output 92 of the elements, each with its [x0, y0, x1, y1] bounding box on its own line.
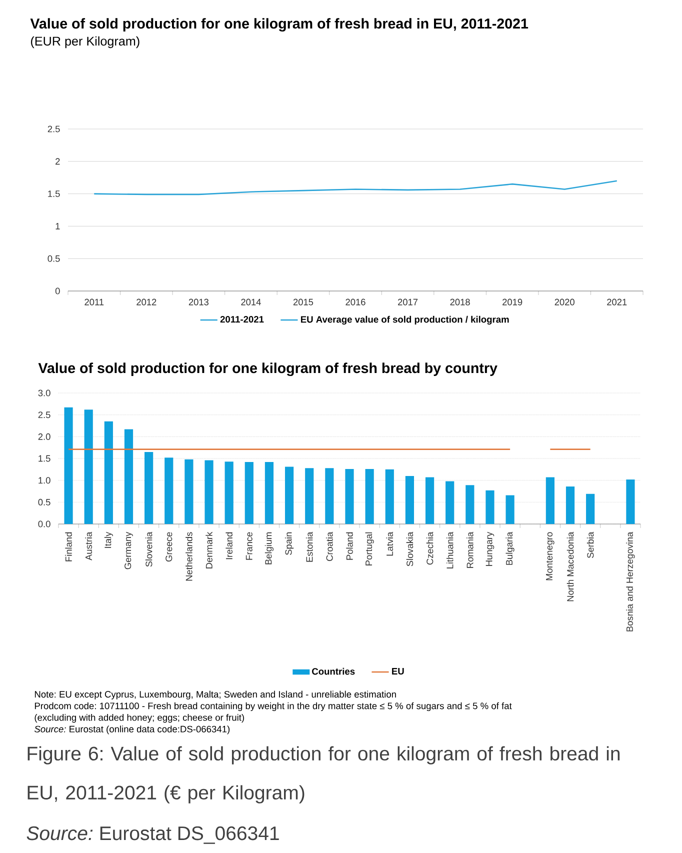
x-tick-label: 2013	[188, 298, 209, 306]
y-tick-label: 1.0	[38, 477, 50, 484]
text: (excluding with added honey; eggs; cheese or fruit)	[34, 714, 244, 723]
y-tick-label: 0	[55, 288, 60, 294]
x-tick-label: 2019	[502, 298, 522, 306]
x-tick-label: Bosnia and Herzegovina	[626, 532, 635, 632]
x-tick-label: Italy	[104, 532, 113, 548]
bar	[405, 476, 414, 524]
x-tick-label: Lithuania	[446, 532, 454, 568]
bar	[224, 462, 234, 524]
x-tick-label: Romania	[466, 532, 474, 568]
bar	[64, 407, 73, 524]
legend-label: EU	[392, 668, 404, 675]
x-tick-label: Slovenia	[145, 532, 152, 567]
bar	[586, 494, 595, 524]
bar	[466, 485, 474, 524]
bar	[425, 477, 434, 524]
bar	[506, 495, 514, 524]
x-tick-label: Montenegro	[546, 532, 554, 580]
bar	[345, 468, 354, 524]
x-tick-label: Serbia	[586, 532, 594, 558]
bar	[566, 486, 575, 524]
x-tick-label: Spain	[285, 532, 294, 555]
x-tick-label: 2012	[136, 298, 156, 306]
x-tick-label: Slovakia	[406, 532, 414, 566]
y-tick-label: 1	[56, 223, 60, 230]
x-tick-label: Netherlands	[186, 532, 192, 581]
legend-label: Countries	[312, 668, 355, 675]
y-tick-label: 2.5	[48, 126, 60, 132]
chart-subtitle: (EUR per Kilogram)	[30, 36, 140, 48]
bar	[365, 468, 374, 524]
bar	[244, 462, 254, 524]
x-tick-label: Finland	[65, 532, 72, 562]
x-tick-label: Portugal	[365, 532, 374, 566]
y-tick-label: 3.0	[38, 390, 50, 396]
x-tick-label: Germany	[124, 532, 133, 570]
bar	[325, 468, 334, 524]
bar	[124, 429, 134, 524]
x-tick-label: Czechia	[426, 532, 434, 565]
x-tick-label: Greece	[166, 532, 172, 562]
bar	[104, 421, 113, 524]
bar	[204, 460, 214, 524]
x-tick-label: 2020	[554, 298, 574, 306]
x-tick-label: 2015	[293, 298, 314, 306]
x-tick-label: Denmark	[206, 532, 212, 568]
chart-title: Value of sold production for one kilogram of fresh bread in EU, 2011-2021	[30, 18, 528, 32]
bar	[264, 462, 274, 524]
line-series	[93, 180, 618, 196]
x-tick-label: North Macedonia	[566, 532, 574, 602]
x-tick-label: Hungary	[486, 532, 494, 566]
y-tick-label: 2	[56, 158, 60, 165]
y-tick-label: 0.5	[38, 498, 50, 506]
bar	[446, 481, 454, 524]
bar	[184, 459, 194, 524]
x-tick-label: Poland	[346, 532, 353, 560]
x-tick-label: 2016	[346, 298, 366, 306]
bar	[84, 410, 93, 524]
text: Source: Eurostat DS_066341	[26, 826, 279, 844]
bar	[164, 458, 174, 524]
x-tick-label: 2011	[84, 298, 104, 306]
x-tick-label: Estonia	[306, 532, 313, 562]
x-tick-label: Ireland	[226, 532, 232, 560]
y-tick-label: 0.5	[48, 255, 60, 262]
y-tick-label: 1.5	[38, 455, 50, 462]
caption: Figure 6: Value of sold production for one kilogram of fresh bread in EU, 2011-2021 (€ per Kilogram)	[28, 746, 620, 804]
x-tick-label: Bulgaria	[506, 532, 514, 565]
x-tick-label: 2018	[450, 298, 470, 306]
x-tick-label: Belgium	[264, 532, 274, 564]
bar	[305, 468, 314, 524]
x-tick-label: 2014	[241, 298, 261, 306]
text: Prodcom code: 10711100 - Fresh bread containing by weight in the dry matter state ≤ 5 % of sugars and ≤ 5 % of fat	[34, 702, 512, 712]
legend-label: EU Average value of sold production / kilogram	[301, 316, 509, 325]
bar	[546, 477, 554, 524]
x-tick-label: 2017	[398, 298, 418, 306]
legend-label: 2011-2021	[220, 316, 264, 323]
text: Source: Eurostat (online data code:DS-066341)	[34, 726, 230, 734]
bar	[284, 466, 294, 524]
x-tick-label: Austria	[85, 532, 92, 560]
y-tick-label: 2.0	[38, 433, 50, 440]
x-tick-label: Latvia	[386, 532, 394, 556]
bar	[626, 479, 635, 524]
bar	[486, 490, 494, 524]
x-tick-label: France	[246, 532, 252, 560]
bar	[144, 452, 154, 524]
y-tick-label: 1.5	[48, 190, 60, 198]
x-tick-label: Croatia	[326, 532, 333, 561]
y-tick-label: 2.5	[38, 412, 50, 418]
text: Note: EU except Cyprus, Luxembourg, Malta; Sweden and Island - unreliable estimation	[34, 690, 396, 700]
x-tick-label: 2021	[607, 298, 627, 306]
chart-title: Value of sold production for one kilogram of fresh bread by country	[38, 362, 498, 376]
y-tick-label: 0.0	[38, 520, 50, 528]
bar	[385, 469, 394, 524]
